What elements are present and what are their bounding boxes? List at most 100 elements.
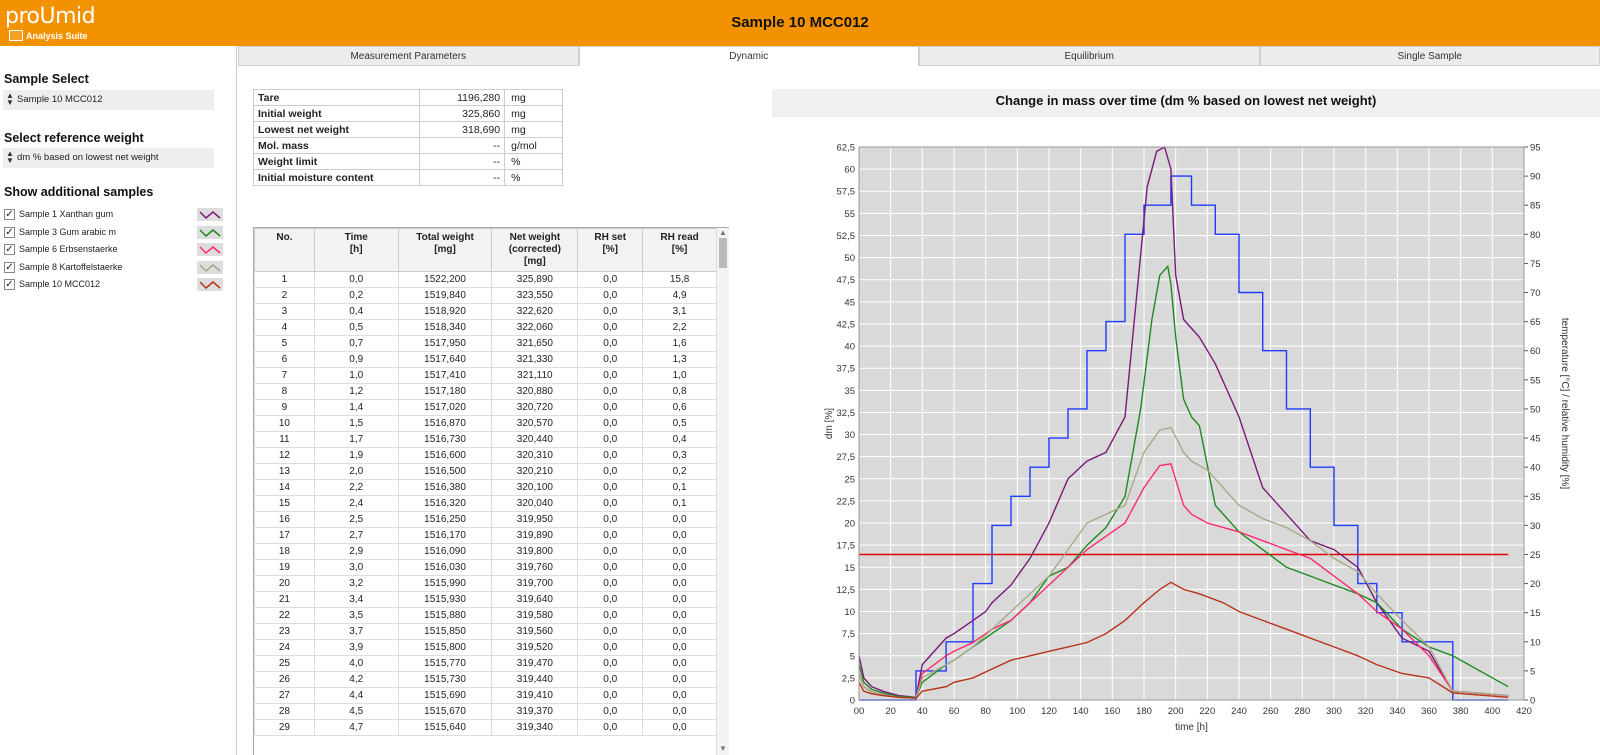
scroll-down-icon[interactable]: ▼: [719, 744, 727, 753]
y-tick-label: 0: [850, 696, 855, 707]
spinner-arrows-icon[interactable]: ▲ ▼: [6, 91, 14, 107]
table-row[interactable]: 20 3,2 1515,990 319,700 0,0 0,0: [254, 575, 717, 592]
table-row[interactable]: 6 0,9 1517,640 321,330 0,0 1,3: [254, 351, 717, 368]
table-row[interactable]: 19 3,0 1516,030 319,760 0,0 0,0: [254, 559, 717, 576]
table-row[interactable]: 15 2,4 1516,320 320,040 0,0 0,1: [254, 495, 717, 512]
sample-select-spinner[interactable]: ▲ ▼ Sample 10 MCC012: [3, 90, 214, 110]
sample-checkbox[interactable]: ✓: [4, 226, 15, 238]
scroll-up-icon[interactable]: ▲: [719, 228, 727, 237]
reference-weight-heading: Select reference weight: [4, 131, 144, 145]
reference-weight-spinner[interactable]: ▲ ▼ dm % based on lowest net weight: [3, 148, 214, 168]
x-tick-label: 100: [1009, 706, 1025, 717]
table-row[interactable]: 26 4,2 1515,730 319,440 0,0 0,0: [254, 671, 717, 688]
sample-checkbox[interactable]: ✓: [4, 244, 15, 255]
sample-row[interactable]: ✓ Sample 6 Erbsenstaerke: [4, 242, 224, 257]
table-row[interactable]: 22 3,5 1515,880 319,580 0,0 0,0: [254, 607, 717, 624]
table-cell: 0,0: [577, 719, 644, 736]
table-cell: 6: [254, 351, 315, 368]
sample-color-swatch[interactable]: [197, 260, 223, 274]
sample-row[interactable]: ✓ Sample 1 Xanthan gum: [4, 207, 224, 222]
parameter-unit: g/mol: [504, 137, 563, 154]
table-cell: 320,100: [491, 479, 579, 496]
table-row[interactable]: 23 3,7 1515,850 319,560 0,0 0,0: [254, 623, 717, 640]
sample-select-value: Sample 10 MCC012: [17, 94, 103, 105]
app-logo-subtitle: Analysis Suite: [26, 31, 88, 41]
table-row[interactable]: 11 1,7 1516,730 320,440 0,0 0,4: [254, 431, 717, 448]
sample-color-swatch[interactable]: [197, 225, 223, 239]
column-header[interactable]: RH set [%]: [577, 228, 644, 272]
table-cell: 22: [254, 607, 315, 624]
table-row[interactable]: 27 4,4 1515,690 319,410 0,0 0,0: [254, 687, 717, 704]
sample-checkbox[interactable]: ✓: [4, 279, 15, 290]
table-row[interactable]: 14 2,2 1516,380 320,100 0,0 0,1: [254, 479, 717, 496]
tab-dynamic[interactable]: Dynamic: [578, 46, 919, 66]
parameter-label: Weight limit: [252, 153, 421, 170]
table-row[interactable]: 12 1,9 1516,600 320,310 0,0 0,3: [254, 447, 717, 464]
sample-color-swatch[interactable]: [197, 278, 223, 291]
sample-color-swatch[interactable]: [197, 208, 223, 221]
table-cell: 19: [254, 559, 315, 576]
table-cell: 1516,170: [397, 527, 493, 544]
column-header[interactable]: Total weight [mg]: [397, 228, 493, 272]
table-cell: 0,9: [313, 351, 399, 368]
table-cell: 1516,730: [397, 431, 493, 448]
sample-row[interactable]: ✓ Sample 8 Kartoffelstaerke: [4, 260, 224, 275]
column-header[interactable]: RH read [%]: [642, 228, 717, 272]
table-row[interactable]: 18 2,9 1516,090 319,800 0,0 0,0: [254, 543, 717, 560]
table-row[interactable]: 13 2,0 1516,500 320,210 0,0 0,2: [254, 463, 717, 480]
table-cell: 2,7: [313, 527, 399, 544]
sample-checkbox[interactable]: ✓: [4, 261, 15, 273]
table-cell: 1515,990: [397, 575, 493, 592]
table-row[interactable]: 2 0,2 1519,840 323,550 0,0 4,9: [254, 287, 717, 304]
table-row[interactable]: 8 1,2 1517,180 320,880 0,0 0,8: [254, 383, 717, 400]
table-cell: 5: [254, 335, 315, 352]
table-cell: 0,0: [577, 447, 644, 464]
table-cell: 319,950: [491, 511, 579, 528]
table-row[interactable]: 7 1,0 1517,410 321,110 0,0 1,0: [254, 367, 717, 384]
table-row[interactable]: 1 0,0 1522,200 325,890 0,0 15,8: [254, 271, 717, 288]
table-row[interactable]: 10 1,5 1516,870 320,570 0,0 0,5: [254, 415, 717, 432]
table-cell: 3,5: [313, 607, 399, 624]
table-row[interactable]: 21 3,4 1515,930 319,640 0,0 0,0: [254, 591, 717, 608]
parameter-value: 1196,280: [419, 89, 506, 106]
table-row[interactable]: 4 0,5 1518,340 322,060 0,0 2,2: [254, 319, 717, 336]
sample-checkbox[interactable]: ✓: [4, 209, 15, 220]
tab-equilibrium[interactable]: Equilibrium: [919, 46, 1260, 66]
tab-single-sample[interactable]: Single Sample: [1259, 46, 1600, 66]
table-cell: 1,2: [313, 383, 399, 400]
table-cell: 8: [254, 383, 315, 400]
table-scrollbar[interactable]: ▲ ▼: [716, 228, 729, 755]
sample-label: Sample 1 Xanthan gum: [19, 209, 114, 219]
table-row[interactable]: 3 0,4 1518,920 322,620 0,0 3,1: [254, 303, 717, 320]
table-row[interactable]: 9 1,4 1517,020 320,720 0,0 0,6: [254, 399, 717, 416]
sample-row[interactable]: ✓ Sample 10 MCC012: [4, 277, 224, 292]
table-cell: 1517,410: [397, 367, 493, 384]
parameter-row: Mol. mass -- g/mol: [252, 137, 563, 154]
table-row[interactable]: 25 4,0 1515,770 319,470 0,0 0,0: [254, 655, 717, 672]
table-cell: 26: [254, 671, 315, 688]
column-header[interactable]: Time [h]: [313, 228, 399, 272]
sample-color-swatch[interactable]: [197, 243, 223, 256]
parameter-unit: %: [504, 169, 563, 186]
scrollbar-thumb[interactable]: [719, 238, 727, 268]
spinner-arrows-icon[interactable]: ▲ ▼: [6, 149, 14, 165]
table-row[interactable]: 16 2,5 1516,250 319,950 0,0 0,0: [254, 511, 717, 528]
table-row[interactable]: 5 0,7 1517,950 321,650 0,0 1,6: [254, 335, 717, 352]
chart-logo-icon: [9, 30, 23, 41]
table-cell: 2,0: [313, 463, 399, 480]
y2-tick-label: 25: [1530, 550, 1541, 561]
sample-row[interactable]: ✓ Sample 3 Gum arabic m: [4, 225, 224, 240]
table-cell: 3: [254, 303, 315, 320]
table-cell: 319,640: [491, 591, 579, 608]
tab-measurement-parameters[interactable]: Measurement Parameters: [238, 46, 579, 66]
table-row[interactable]: 24 3,9 1515,800 319,520 0,0 0,0: [254, 639, 717, 656]
table-cell: 1522,200: [397, 271, 493, 288]
table-cell: 0,0: [577, 399, 644, 416]
table-row[interactable]: 17 2,7 1516,170 319,890 0,0 0,0: [254, 527, 717, 544]
table-row[interactable]: 29 4,7 1515,640 319,340 0,0 0,0: [254, 719, 717, 736]
column-header[interactable]: Net weight (corrected) [mg]: [491, 228, 579, 272]
table-cell: 0,0: [642, 511, 717, 528]
table-row[interactable]: 28 4,5 1515,670 319,370 0,0 0,0: [254, 703, 717, 720]
column-header[interactable]: No.: [254, 228, 315, 272]
table-cell: 15: [254, 495, 315, 512]
